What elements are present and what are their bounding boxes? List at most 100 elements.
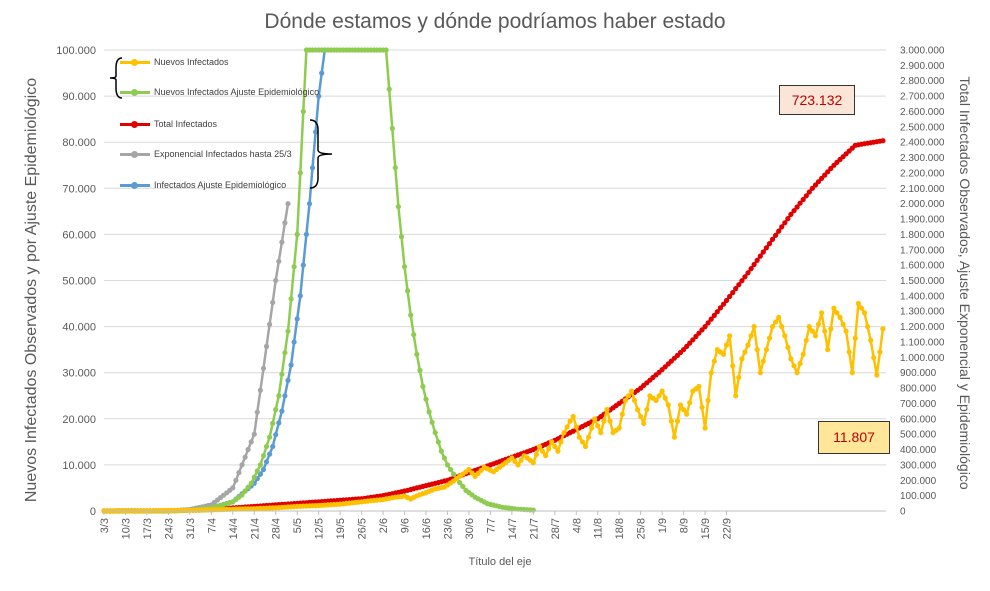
data-point	[239, 462, 245, 468]
data-point	[797, 200, 803, 206]
data-point	[705, 397, 711, 403]
x-tick-label: 10/3	[120, 518, 132, 539]
data-point	[773, 319, 779, 325]
y-left-tick-label: 30.000	[62, 368, 96, 380]
data-point	[245, 484, 251, 490]
data-point	[509, 455, 515, 461]
data-point	[539, 448, 546, 454]
data-point	[757, 253, 763, 259]
y-right-tick-label: 3.000.000	[900, 46, 945, 57]
data-point	[754, 347, 760, 353]
y-right-tick-label: 1.300.000	[900, 307, 945, 318]
data-point	[803, 337, 809, 343]
legend-item: Total Infectados	[120, 119, 217, 129]
data-point	[760, 249, 766, 255]
data-point	[635, 407, 641, 413]
data-point	[383, 47, 389, 53]
y-left-tick-label: 60.000	[62, 229, 96, 241]
data-point	[515, 462, 521, 468]
data-point	[306, 201, 313, 207]
data-point	[392, 165, 398, 171]
data-point	[858, 305, 865, 311]
data-point	[285, 328, 291, 334]
data-point	[730, 363, 736, 369]
data-point	[622, 397, 628, 403]
y-right-tick-label: 2.900.000	[900, 61, 945, 72]
data-point	[794, 370, 800, 376]
data-point	[239, 492, 245, 498]
data-point	[803, 193, 809, 199]
data-point	[681, 407, 687, 413]
data-point	[828, 165, 834, 172]
data-point	[558, 439, 564, 445]
data-point	[812, 182, 819, 188]
data-point	[773, 232, 779, 238]
data-point	[846, 349, 852, 355]
y-left-tick-label: 10.000	[62, 460, 96, 472]
data-point	[699, 327, 705, 333]
y-right-tick-label: 700.000	[900, 399, 937, 410]
data-point	[260, 453, 267, 459]
data-point	[297, 293, 303, 299]
data-point	[705, 320, 711, 326]
data-point	[576, 434, 582, 440]
x-tick-label: 1/9	[657, 518, 669, 533]
chart-title: Dónde estamos y dónde podríamos haber es…	[264, 10, 726, 33]
y-left-tick-label: 90.000	[62, 91, 96, 103]
data-point	[466, 466, 472, 473]
data-point	[865, 324, 871, 330]
data-point	[270, 299, 276, 306]
data-point	[248, 439, 254, 445]
legend-swatch	[120, 89, 150, 97]
data-point	[625, 393, 632, 399]
data-point	[751, 261, 757, 268]
data-point	[570, 413, 576, 420]
data-point	[779, 224, 785, 230]
data-point	[748, 266, 754, 272]
data-point	[233, 477, 239, 483]
data-point	[671, 434, 678, 440]
x-tick-label: 22/9	[722, 518, 734, 539]
data-point	[733, 286, 739, 292]
x-tick-label: 5/5	[292, 518, 304, 533]
data-point	[267, 434, 273, 440]
data-point	[245, 446, 251, 453]
data-point	[429, 419, 435, 425]
y-right-tick-label: 1.500.000	[900, 276, 945, 287]
data-point	[730, 290, 736, 296]
y-left-tick-label: 80.000	[62, 137, 96, 149]
y-right-tick-label: 800.000	[900, 384, 937, 395]
data-point	[598, 430, 604, 436]
series-total-infectados	[101, 138, 886, 514]
data-point	[815, 321, 822, 327]
x-tick-label: 4/8	[571, 518, 583, 533]
legend-label: Nuevos Infectados Ajuste Epidemiológico	[154, 87, 320, 97]
data-point	[674, 418, 681, 424]
data-point	[659, 388, 665, 394]
data-point	[665, 402, 671, 408]
data-point	[699, 404, 705, 410]
y-left-tick-label: 20.000	[62, 414, 96, 426]
data-point	[656, 393, 662, 399]
data-point	[874, 372, 880, 378]
data-point	[837, 314, 843, 320]
data-point	[533, 451, 540, 458]
data-point	[230, 485, 236, 491]
data-point	[861, 310, 868, 316]
data-point	[282, 350, 288, 356]
data-point	[267, 321, 273, 327]
data-point	[447, 466, 454, 473]
data-point	[279, 371, 285, 377]
x-tick-label: 8/9	[679, 518, 691, 533]
data-point	[754, 257, 760, 263]
data-point	[270, 443, 276, 450]
x-tick-label: 15/9	[700, 518, 712, 539]
data-point	[757, 370, 763, 376]
x-tick-label: 7/4	[206, 518, 218, 533]
total-infectados-callout: 723.132	[779, 85, 855, 115]
data-point	[460, 483, 466, 489]
data-point	[684, 411, 690, 417]
data-point	[806, 324, 812, 330]
data-point	[720, 301, 727, 307]
data-point	[451, 471, 457, 477]
